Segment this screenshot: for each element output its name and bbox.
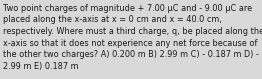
Text: x-axis so that it does not experience any net force because of: x-axis so that it does not experience an… xyxy=(3,39,258,48)
Text: placed along the x-axis at x = 0 cm and x = 40.0 cm,: placed along the x-axis at x = 0 cm and … xyxy=(3,15,222,24)
Text: 2.99 m E) 0.187 m: 2.99 m E) 0.187 m xyxy=(3,62,79,71)
Text: respectively. Where must a third charge, q, be placed along the: respectively. Where must a third charge,… xyxy=(3,27,262,36)
Text: the other two charges? A) 0.200 m B) 2.99 m C) - 0.187 m D) -: the other two charges? A) 0.200 m B) 2.9… xyxy=(3,50,259,59)
Text: Two point charges of magnitude + 7.00 μC and - 9.00 μC are: Two point charges of magnitude + 7.00 μC… xyxy=(3,4,252,13)
